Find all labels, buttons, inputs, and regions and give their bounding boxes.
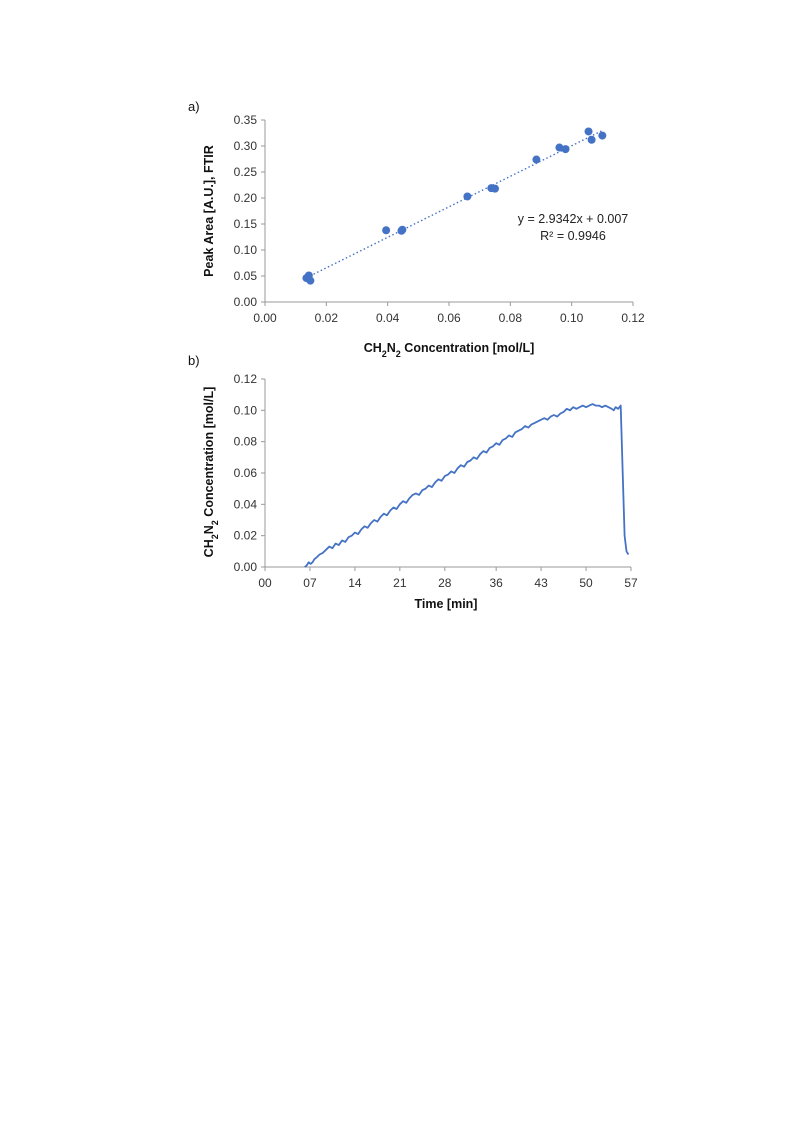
y-tick-label-a: 0.20: [234, 191, 258, 205]
x-tick-label-b: 07: [303, 576, 317, 590]
panel-label-b: b): [188, 353, 200, 368]
y-tick-label-a: 0.00: [234, 295, 258, 309]
x-tick-label-a: 0.04: [376, 311, 400, 325]
x-tick-label-a: 0.10: [560, 311, 584, 325]
trendline-equation: y = 2.9342x + 0.007: [518, 212, 629, 226]
x-tick-label-b: 57: [624, 576, 638, 590]
data-point: [532, 155, 541, 164]
data-point: [491, 184, 499, 193]
data-point: [398, 225, 407, 234]
y-tick-label-a: 0.15: [234, 217, 258, 231]
y-tick-label-b: 0.04: [234, 497, 258, 511]
y-tick-label-a: 0.05: [234, 269, 258, 283]
x-axis-title-a: CH2N2 Concentration [mol/L]: [364, 341, 535, 359]
series-line: [304, 403, 630, 568]
y-tick-label-b: 0.10: [234, 403, 258, 417]
y-tick-label-a: 0.30: [234, 139, 258, 153]
x-tick-label-b: 00: [258, 576, 272, 590]
data-point: [561, 145, 570, 154]
data-point: [598, 131, 607, 140]
trendline: [306, 129, 603, 279]
x-tick-label-a: 0.02: [315, 311, 339, 325]
panel-label-a: a): [188, 99, 200, 114]
x-tick-label-a: 0.12: [621, 311, 645, 325]
data-point: [555, 143, 564, 152]
y-tick-label-b: 0.08: [234, 435, 258, 449]
y-tick-label-b: 0.12: [234, 372, 258, 386]
x-tick-label-a: 0.00: [253, 311, 277, 325]
x-tick-label-a: 0.06: [437, 311, 461, 325]
data-point: [463, 192, 472, 201]
data-point: [587, 135, 596, 144]
x-tick-label-b: 43: [534, 576, 548, 590]
y-axis-title-b: CH2N2 Concentration [mol/L]: [202, 387, 220, 558]
x-tick-label-b: 14: [348, 576, 362, 590]
x-tick-label-b: 21: [393, 576, 407, 590]
trendline-r2: R² = 0.9946: [540, 229, 606, 243]
y-tick-label-a: 0.25: [234, 165, 258, 179]
x-tick-label-a: 0.08: [499, 311, 523, 325]
x-axis-title-b: Time [min]: [415, 597, 478, 611]
y-tick-label-a: 0.35: [234, 113, 258, 127]
data-point: [584, 127, 593, 136]
x-tick-label-b: 50: [579, 576, 593, 590]
y-tick-label-b: 0.00: [234, 560, 258, 574]
y-tick-label-b: 0.06: [234, 466, 258, 480]
data-point: [382, 226, 391, 235]
data-point: [306, 276, 315, 285]
x-tick-label-b: 28: [438, 576, 452, 590]
y-axis-title-a: Peak Area [A.U.], FTIR: [202, 145, 216, 277]
y-tick-label-a: 0.10: [234, 243, 258, 257]
y-tick-label-b: 0.02: [234, 529, 258, 543]
x-tick-label-b: 36: [489, 576, 503, 590]
